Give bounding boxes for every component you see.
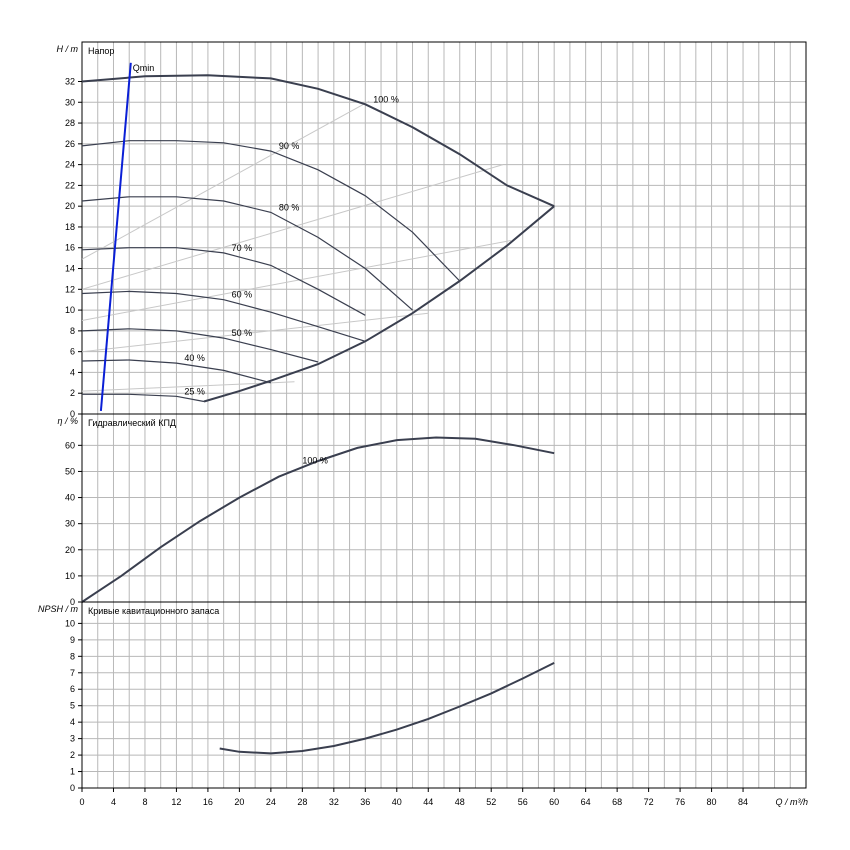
y-tick-label: 2 xyxy=(70,750,75,760)
y-tick-label: 12 xyxy=(65,284,75,294)
efficiency-line xyxy=(81,100,370,260)
series-line xyxy=(81,74,555,208)
y-tick-label: 1 xyxy=(70,767,75,777)
y-tick-label: 22 xyxy=(65,180,75,190)
x-tick-label: 84 xyxy=(738,797,748,807)
x-tick-label: 16 xyxy=(203,797,213,807)
panel-frame xyxy=(81,601,807,789)
x-tick-label: 28 xyxy=(297,797,307,807)
y-tick-label: 4 xyxy=(70,717,75,727)
series-line xyxy=(203,205,555,403)
series-label: 90 % xyxy=(279,141,300,151)
panel-title: Кривые кавитационного запаса xyxy=(88,606,219,616)
series-line xyxy=(81,290,366,342)
series-label: 80 % xyxy=(279,202,300,212)
series-label: 25 % xyxy=(184,386,205,396)
qmin-line xyxy=(99,62,132,411)
x-tick-label: 4 xyxy=(111,797,116,807)
y-tick-label: 0 xyxy=(70,597,75,607)
y-tick-label: 14 xyxy=(65,264,75,274)
x-tick-label: 20 xyxy=(234,797,244,807)
y-tick-label: 28 xyxy=(65,118,75,128)
x-tick-label: 68 xyxy=(612,797,622,807)
x-tick-label: 12 xyxy=(171,797,181,807)
series-line xyxy=(82,393,205,403)
y-tick-label: 30 xyxy=(65,97,75,107)
x-tick-label: 60 xyxy=(549,797,559,807)
y-tick-label: 4 xyxy=(70,367,75,377)
x-tick-label: 8 xyxy=(142,797,147,807)
y-tick-label: 16 xyxy=(65,243,75,253)
x-tick-label: 52 xyxy=(486,797,496,807)
series-line xyxy=(219,662,555,755)
y-tick-label: 40 xyxy=(65,493,75,503)
y-axis-label: NPSH / m xyxy=(38,604,79,614)
series-line xyxy=(81,328,319,363)
series-label: 40 % xyxy=(184,353,205,363)
x-tick-label: 0 xyxy=(79,797,84,807)
y-axis-label: η / % xyxy=(57,416,78,426)
efficiency-line xyxy=(81,381,295,392)
x-axis-label: Q / m³/h xyxy=(775,797,808,807)
x-tick-label: 76 xyxy=(675,797,685,807)
series-label: 100 % xyxy=(302,456,328,466)
y-tick-label: 60 xyxy=(65,440,75,450)
series-line xyxy=(81,196,413,311)
efficiency-line xyxy=(81,164,504,290)
panel-title: Гидравлический КПД xyxy=(88,418,176,428)
y-tick-label: 8 xyxy=(70,326,75,336)
series-label: 100 % xyxy=(373,94,399,104)
y-tick-label: 24 xyxy=(65,160,75,170)
efficiency-line xyxy=(81,312,429,353)
y-tick-label: 9 xyxy=(70,635,75,645)
y-tick-label: 20 xyxy=(65,545,75,555)
y-axis-label: H / m xyxy=(57,44,79,54)
y-tick-label: 2 xyxy=(70,388,75,398)
series-label: 60 % xyxy=(232,290,253,300)
y-tick-label: 10 xyxy=(65,618,75,628)
x-tick-label: 72 xyxy=(644,797,654,807)
y-tick-label: 3 xyxy=(70,734,75,744)
efficiency-line xyxy=(81,240,511,321)
x-tick-label: 64 xyxy=(581,797,591,807)
x-tick-label: 48 xyxy=(455,797,465,807)
x-tick-label: 80 xyxy=(707,797,717,807)
y-tick-label: 32 xyxy=(65,76,75,86)
series-line xyxy=(81,140,461,282)
x-tick-label: 56 xyxy=(518,797,528,807)
y-tick-label: 6 xyxy=(70,684,75,694)
series-label: 50 % xyxy=(232,328,253,338)
y-tick-label: 7 xyxy=(70,668,75,678)
series-label: 70 % xyxy=(232,243,253,253)
panel-title: Напор xyxy=(88,46,114,56)
y-tick-label: 30 xyxy=(65,519,75,529)
y-tick-label: 0 xyxy=(70,783,75,793)
x-tick-label: 36 xyxy=(360,797,370,807)
series-label: Qmin xyxy=(133,63,155,73)
y-tick-label: 10 xyxy=(65,571,75,581)
y-tick-label: 20 xyxy=(65,201,75,211)
y-tick-label: 10 xyxy=(65,305,75,315)
y-tick-label: 26 xyxy=(65,139,75,149)
x-tick-label: 44 xyxy=(423,797,433,807)
y-tick-label: 50 xyxy=(65,466,75,476)
y-tick-label: 6 xyxy=(70,347,75,357)
series-line xyxy=(81,247,366,316)
series-line xyxy=(81,436,555,603)
x-tick-label: 40 xyxy=(392,797,402,807)
y-tick-label: 5 xyxy=(70,701,75,711)
y-tick-label: 18 xyxy=(65,222,75,232)
x-tick-label: 24 xyxy=(266,797,276,807)
y-tick-label: 8 xyxy=(70,651,75,661)
y-tick-label: 0 xyxy=(70,409,75,419)
series-line xyxy=(81,359,272,384)
x-tick-label: 32 xyxy=(329,797,339,807)
